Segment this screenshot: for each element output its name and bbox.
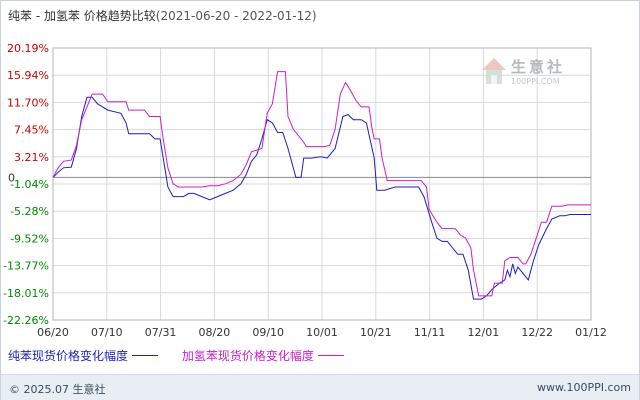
chart-title: 纯苯 - 加氢苯 价格趋势比较(2021-06-20 - 2022-01-12) [8, 7, 317, 24]
chart-title-range: (2021-06-20 - 2022-01-12) [155, 9, 317, 23]
x-tick-label: 01/12 [575, 326, 607, 339]
series-line-hydro-benzene [52, 71, 591, 297]
y-tick-label: -1.04% [10, 178, 49, 191]
legend-swatch-benzene [132, 355, 159, 356]
x-tick-label: 12/22 [521, 326, 553, 339]
y-tick-label: 3.21% [14, 151, 49, 164]
chart-legend: 纯苯现货价格变化幅度 加氢苯现货价格变化幅度 [8, 347, 350, 364]
watermark-logo: 生意社 100PPI.COM [479, 53, 579, 93]
y-tick-label: -13.77% [3, 260, 49, 273]
x-tick-label: 12/01 [468, 326, 500, 339]
legend-label-hydro-benzene: 加氢苯现货价格变化幅度 [181, 349, 314, 363]
house-logo-icon [482, 58, 506, 84]
legend-swatch-hydro-benzene [317, 355, 344, 356]
y-tick-label: -22.26% [3, 314, 49, 327]
y-tick-label: 15.94% [7, 69, 49, 82]
watermark-url: 100PPI.COM [511, 77, 560, 86]
chart-title-main: 纯苯 - 加氢苯 价格趋势比较 [8, 9, 156, 23]
y-tick-label: -9.52% [10, 232, 49, 245]
x-tick-label: 09/10 [252, 326, 284, 339]
x-tick-label: 07/10 [91, 326, 123, 339]
watermark-name: 生意社 [511, 58, 566, 76]
x-tick-label: 08/20 [199, 326, 231, 339]
y-tick-label: 11.70% [7, 96, 49, 109]
y-tick-label: 7.45% [14, 124, 49, 137]
price-trend-chart: 20.19% 15.94% 11.70% 7.45% 3.21% -1.04% -5.28%… [3, 42, 607, 339]
series-line-benzene [52, 96, 591, 300]
y-tick-label: -5.28% [10, 205, 49, 218]
y-tick-label: 20.19% [7, 42, 49, 55]
x-tick-label: 10/21 [360, 326, 392, 339]
x-tick-label: 06/20 [37, 326, 69, 339]
footer-site-link[interactable]: www.100PPI.com [537, 381, 631, 394]
legend-label-benzene: 纯苯现货价格变化幅度 [8, 349, 129, 363]
zero-label: 0 [8, 171, 15, 184]
y-tick-label: -18.01% [3, 287, 49, 300]
footer-bar: © 2025.07 生意社 www.100PPI.com [1, 374, 639, 400]
x-tick-label: 07/31 [145, 326, 177, 339]
x-tick-label: 11/11 [414, 326, 446, 339]
x-tick-label: 10/01 [306, 326, 338, 339]
plot-border [52, 47, 592, 321]
footer-copyright: © 2025.07 生意社 [9, 383, 106, 396]
